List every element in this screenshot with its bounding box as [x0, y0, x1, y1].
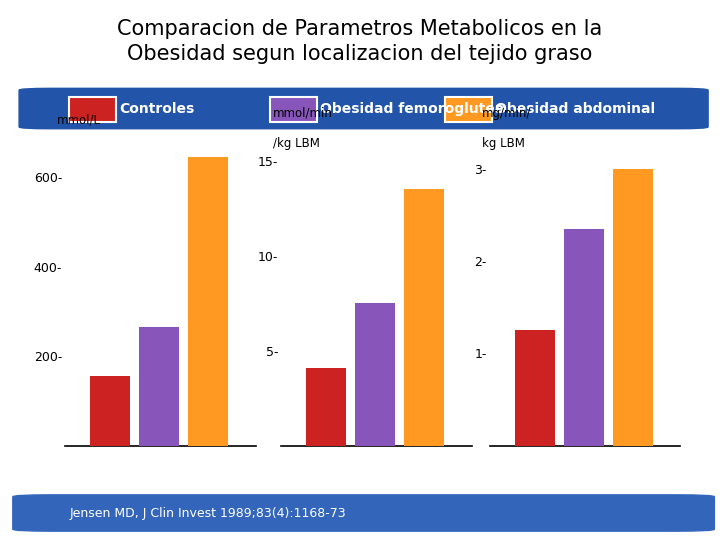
Text: /kg LBM: /kg LBM — [273, 137, 320, 150]
FancyBboxPatch shape — [69, 97, 116, 122]
Bar — [355, 303, 395, 446]
FancyBboxPatch shape — [19, 89, 708, 129]
Text: Controles: Controles — [120, 102, 194, 116]
Text: Concentracion
Plasmatica Ac. grasos: Concentracion Plasmatica Ac. grasos — [96, 454, 225, 483]
Text: kg LBM: kg LBM — [482, 137, 525, 150]
Text: mg/min/: mg/min/ — [482, 107, 531, 120]
Bar — [564, 229, 604, 446]
Bar — [189, 157, 228, 446]
Text: Comparacion de Parametros Metabolicos en la
Obesidad segun localizacion del teji: Comparacion de Parametros Metabolicos en… — [117, 19, 603, 64]
Bar — [613, 169, 653, 446]
FancyBboxPatch shape — [269, 97, 317, 122]
Text: Obesidad abdominal: Obesidad abdominal — [495, 102, 655, 116]
Bar — [515, 330, 555, 446]
FancyBboxPatch shape — [445, 97, 492, 122]
FancyBboxPatch shape — [13, 495, 714, 531]
Text: mmol/L: mmol/L — [57, 113, 102, 126]
Text: Obesidad femoroglutea: Obesidad femoroglutea — [320, 102, 504, 116]
Text: Produccion Hepatica
de Glucosa: Produccion Hepatica de Glucosa — [525, 454, 645, 483]
Bar — [90, 376, 130, 446]
Bar — [306, 368, 346, 445]
Bar — [405, 189, 444, 446]
Bar — [139, 327, 179, 446]
Text: Jensen MD, J Clin Invest 1989;83(4):1168-73: Jensen MD, J Clin Invest 1989;83(4):1168… — [69, 507, 346, 519]
Text: Velocidad de recambio
Plasmatico de Ac. grasos: Velocidad de recambio Plasmatico de Ac. … — [302, 454, 450, 483]
Text: mmol/min: mmol/min — [273, 107, 333, 120]
